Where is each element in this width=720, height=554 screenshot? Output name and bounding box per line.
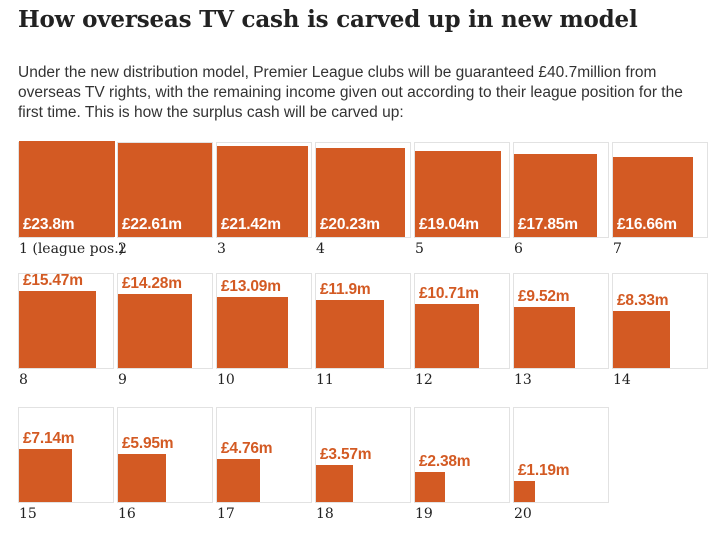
league-position-label: 12	[415, 372, 433, 388]
data-label: £23.8m	[23, 216, 75, 233]
league-position-label: 14	[613, 372, 631, 388]
data-label: £5.95m	[122, 435, 174, 452]
value-square	[514, 307, 575, 368]
data-label: £16.66m	[617, 216, 677, 233]
value-square	[514, 154, 597, 237]
chart-cell: £1.19m	[513, 407, 609, 503]
league-position-label: 3	[217, 241, 226, 257]
chart-cell: £13.09m	[216, 273, 312, 369]
chart-cell: £14.28m	[117, 273, 213, 369]
value-square	[19, 141, 115, 237]
value-square	[19, 449, 72, 502]
data-label: £20.23m	[320, 216, 380, 233]
chart-cell: £15.47m	[18, 272, 114, 369]
league-position-label: 15	[19, 506, 37, 522]
league-position-label: 20	[514, 506, 532, 522]
league-position-label: 4	[316, 241, 325, 257]
data-label: £7.14m	[23, 430, 75, 447]
chart-cell: £4.76m	[216, 407, 312, 503]
value-square	[415, 304, 479, 368]
league-position-label: 7	[613, 241, 622, 257]
chart-cell: £3.57m	[315, 407, 411, 503]
value-square	[316, 465, 353, 502]
chart-cell: £2.38m	[414, 407, 510, 503]
value-square	[118, 143, 212, 237]
data-label: £4.76m	[221, 440, 273, 457]
page-title: How overseas TV cash is carved up in new…	[18, 6, 638, 33]
league-position-label: 6	[514, 241, 523, 257]
league-position-label: 1 (league pos.)	[19, 241, 125, 257]
league-position-label: 18	[316, 506, 334, 522]
chart-cell: £11.9m	[315, 273, 411, 369]
chart-cell: £5.95m	[117, 407, 213, 503]
data-label: £2.38m	[419, 453, 471, 470]
value-square	[118, 454, 166, 502]
data-label: £3.57m	[320, 446, 372, 463]
value-square	[415, 472, 445, 502]
chart-cell: £20.23m	[315, 142, 411, 238]
chart-cell: £22.61m	[117, 142, 213, 238]
value-square	[217, 459, 260, 502]
chart-cell: £17.85m	[513, 142, 609, 238]
value-square	[118, 294, 192, 368]
value-square	[19, 291, 96, 368]
data-label: £14.28m	[122, 275, 182, 292]
data-label: £1.19m	[518, 462, 570, 479]
chart-cell: £23.8m	[18, 141, 115, 238]
league-position-label: 17	[217, 506, 235, 522]
league-position-label: 10	[217, 372, 235, 388]
data-label: £8.33m	[617, 292, 669, 309]
chart-cell: £7.14m	[18, 407, 114, 503]
data-label: £22.61m	[122, 216, 182, 233]
data-label: £9.52m	[518, 288, 570, 305]
league-position-label: 11	[316, 372, 334, 388]
value-square	[613, 311, 670, 368]
value-square	[514, 481, 535, 502]
value-square	[217, 146, 308, 237]
data-label: £13.09m	[221, 278, 281, 295]
league-position-label: 2	[118, 241, 127, 257]
chart-cell: £8.33m	[612, 273, 708, 369]
data-label: £10.71m	[419, 285, 479, 302]
chart-cell: £10.71m	[414, 273, 510, 369]
league-position-label: 8	[19, 372, 28, 388]
data-label: £17.85m	[518, 216, 578, 233]
league-position-label: 9	[118, 372, 127, 388]
data-label: £19.04m	[419, 216, 479, 233]
chart-cell: £19.04m	[414, 142, 510, 238]
data-label: £11.9m	[320, 281, 371, 298]
value-square	[217, 297, 288, 368]
data-label: £21.42m	[221, 216, 281, 233]
league-position-label: 19	[415, 506, 433, 522]
chart-cell: £16.66m	[612, 142, 708, 238]
chart-cell: £21.42m	[216, 142, 312, 238]
page-subtitle: Under the new distribution model, Premie…	[18, 64, 683, 121]
league-position-label: 13	[514, 372, 532, 388]
value-square	[613, 157, 693, 237]
value-square	[316, 148, 405, 237]
league-position-label: 16	[118, 506, 136, 522]
value-square	[316, 300, 384, 368]
data-label: £15.47m	[23, 272, 83, 289]
chart-cell: £9.52m	[513, 273, 609, 369]
value-square	[415, 151, 501, 237]
league-position-label: 5	[415, 241, 424, 257]
